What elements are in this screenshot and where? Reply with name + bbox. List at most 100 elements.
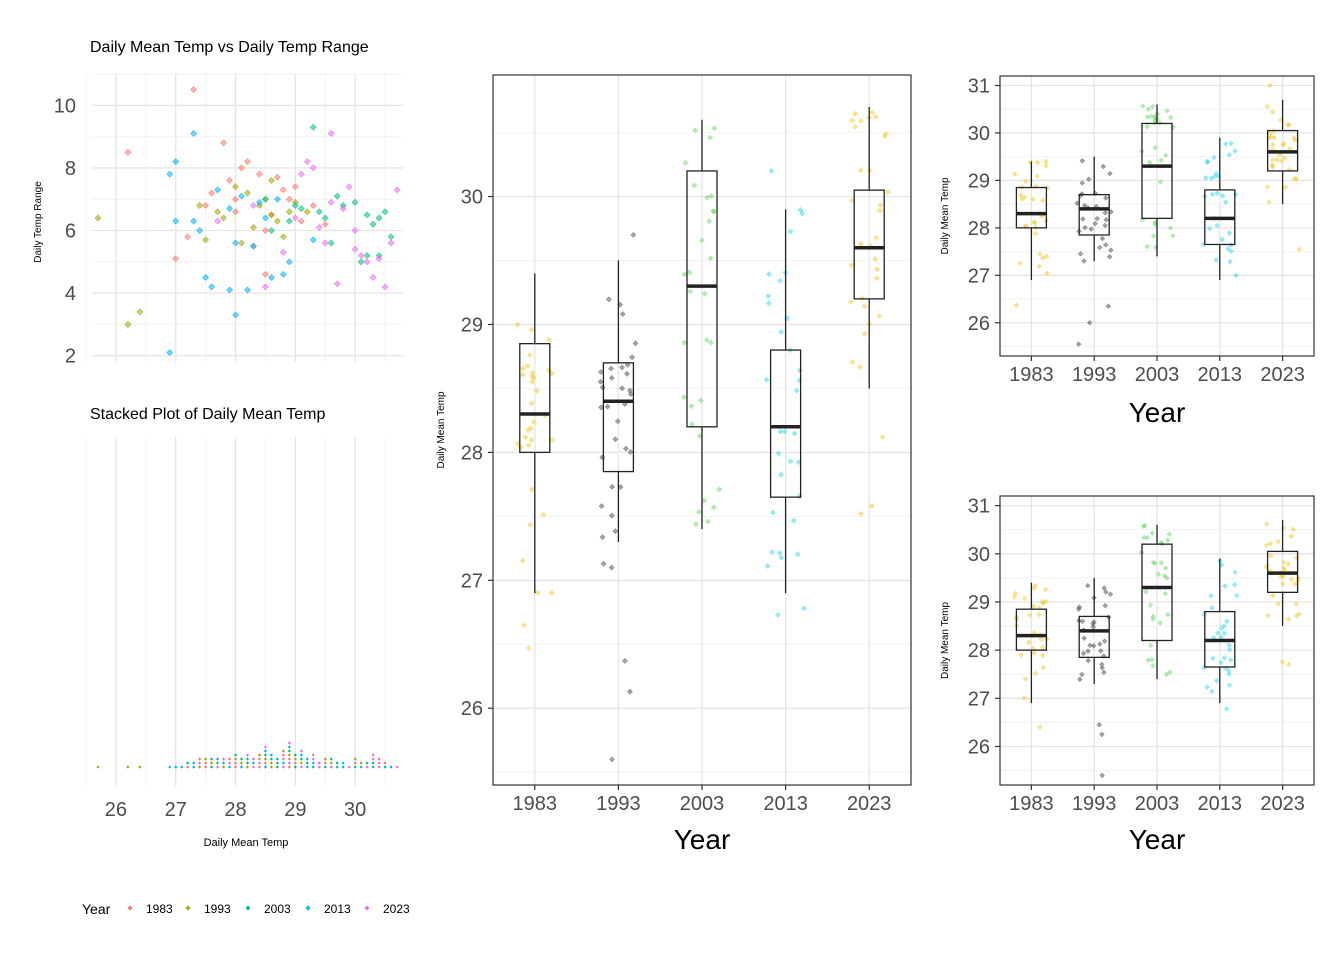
stacked-point	[233, 757, 238, 761]
scatter-point	[124, 148, 132, 156]
scatter-plot-area	[92, 74, 403, 362]
box-x-tick-label: 2013	[763, 793, 808, 815]
stacked-point	[299, 757, 303, 761]
box-jitter-point	[1227, 258, 1233, 265]
scatter-point	[166, 349, 174, 357]
box-x-tick-label: 2023	[1260, 793, 1305, 815]
stacked-point	[263, 753, 268, 757]
scatter-point	[172, 158, 180, 166]
box-jitter-point	[1102, 602, 1108, 609]
stacked-point	[275, 761, 280, 765]
box-jitter-point	[1152, 145, 1159, 151]
scatter-point	[375, 214, 383, 222]
stacked-point	[299, 765, 303, 769]
box-jitter-point	[1097, 641, 1103, 647]
scatter-points	[94, 86, 401, 357]
box-jitter-point	[1278, 158, 1284, 164]
box-y-axis-label: Daily Mean Temp	[940, 602, 951, 680]
stacked-point	[239, 757, 244, 761]
stacked-point	[311, 761, 315, 765]
scatter-point	[267, 274, 275, 281]
stacked-point	[204, 757, 208, 761]
box-jitter-point	[710, 208, 717, 215]
scatter-point	[333, 192, 341, 200]
box-outlier-point	[608, 564, 615, 571]
scatter-point	[327, 239, 335, 247]
scatter-point	[309, 236, 317, 244]
scatter-point	[285, 195, 293, 203]
box-jitter-point	[858, 118, 865, 124]
box-jitter-point	[1147, 642, 1154, 649]
stacked-point	[198, 765, 202, 769]
box-y-tick-label: 26	[968, 313, 990, 335]
scatter-point	[267, 211, 275, 219]
scatter-point	[333, 280, 341, 288]
stacked-point	[365, 765, 369, 769]
box-jitter-point	[1155, 571, 1162, 578]
stacked-point	[281, 765, 285, 769]
box-jitter-point	[1204, 684, 1210, 690]
box-jitter-point	[1042, 598, 1049, 605]
scatter-title: Daily Mean Temp vs Daily Temp Range	[90, 39, 369, 56]
stacked-point	[353, 757, 357, 761]
stacked-point	[335, 765, 339, 769]
box-jitter-point	[1228, 657, 1234, 663]
scatter-point	[94, 214, 102, 222]
stacked-point	[359, 765, 363, 769]
box-jitter-point	[1022, 194, 1028, 200]
scatter-point	[208, 189, 216, 197]
box-jitter-point	[608, 365, 614, 372]
box-jitter-point	[1021, 695, 1028, 701]
stacked-point	[227, 761, 232, 765]
box-jitter-point	[1263, 542, 1270, 548]
box-jitter-point	[1099, 235, 1106, 242]
box-jitter-point	[1043, 158, 1049, 165]
stacked-point	[305, 757, 309, 761]
box-jitter-point	[622, 445, 629, 452]
box-jitter-point	[1085, 582, 1091, 589]
stacked-point	[233, 765, 238, 769]
stacked-point	[353, 761, 357, 765]
box-jitter-point	[1096, 244, 1103, 251]
box-jitter-point	[517, 444, 524, 451]
box-outlier-point	[800, 605, 807, 612]
box-jitter-point	[1082, 224, 1088, 231]
box-jitter-point	[1079, 671, 1085, 678]
box-jitter-point	[1209, 191, 1216, 198]
box-jitter-point	[687, 288, 694, 295]
stacked-point	[293, 761, 297, 765]
box-jitter-point	[1077, 676, 1083, 683]
box-jitter-point	[847, 298, 854, 305]
box-outlier-point	[521, 622, 527, 629]
stacked-point	[204, 765, 208, 769]
box-jitter-point	[1215, 630, 1221, 636]
stacked-point	[371, 765, 375, 769]
box-jitter-point	[632, 340, 639, 347]
box-jitter-point	[1167, 225, 1174, 231]
stacked-point	[287, 757, 291, 761]
box-jitter-point	[1077, 251, 1084, 257]
box-jitter-point	[1036, 611, 1042, 618]
box-jitter-point	[1147, 602, 1154, 608]
box-jitter-point	[766, 271, 772, 278]
stacked-x-tick-label: 27	[165, 799, 187, 821]
box-jitter-point	[1211, 154, 1217, 161]
box-jitter-point	[704, 194, 711, 201]
stacked-point	[198, 757, 202, 761]
scatter-point	[321, 220, 329, 228]
scatter-point	[190, 86, 198, 94]
box-x-tick-label: 2003	[1135, 793, 1180, 815]
box-jitter-point	[629, 354, 636, 361]
box-jitter-point	[777, 277, 784, 284]
box-jitter-point	[1265, 612, 1271, 619]
box-jitter-point	[1286, 122, 1293, 128]
box-jitter-point	[692, 127, 699, 134]
box-jitter-point	[1101, 585, 1107, 591]
box-x-axis-label: Year	[674, 824, 731, 855]
box-jitter-point	[1022, 676, 1029, 682]
box-jitter-point	[691, 182, 698, 189]
box-jitter-point	[681, 394, 687, 401]
box-x-tick-label: 1983	[513, 793, 558, 815]
box-outlier-point	[1099, 731, 1105, 738]
box-iqr	[1141, 122, 1173, 220]
